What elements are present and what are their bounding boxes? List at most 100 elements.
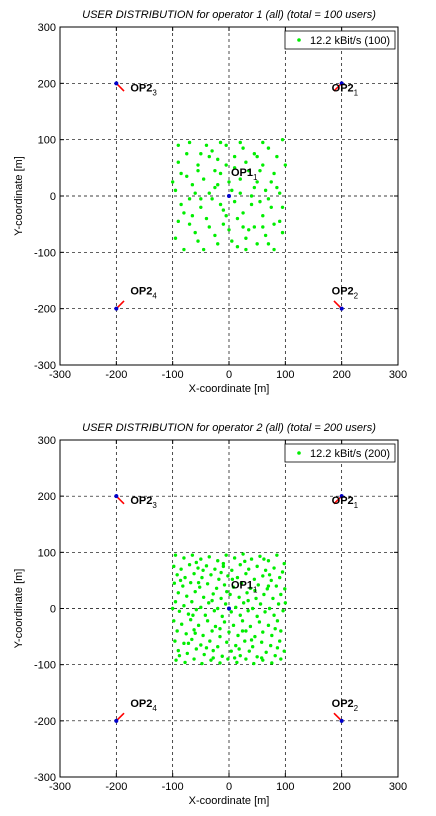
- legend: 12.2 kBit/s (200): [284, 443, 396, 463]
- user-point: [179, 171, 183, 176]
- user-point: [224, 143, 228, 147]
- base-station-marker: [114, 306, 119, 311]
- user-point: [247, 567, 251, 571]
- base-station-label: OP24: [130, 698, 157, 713]
- user-point: [238, 613, 242, 617]
- user-point: [266, 197, 271, 201]
- user-point: [173, 236, 178, 240]
- user-point: [258, 602, 263, 606]
- user-point: [175, 573, 179, 577]
- user-point: [252, 152, 257, 156]
- user-point: [258, 554, 262, 558]
- user-point: [273, 653, 277, 658]
- user-point: [256, 583, 260, 587]
- user-point: [275, 553, 279, 557]
- user-point: [173, 639, 177, 643]
- user-point: [213, 567, 217, 571]
- user-point: [173, 553, 178, 557]
- user-point: [224, 163, 228, 167]
- user-point: [219, 570, 223, 575]
- y-tick-label: 0: [50, 191, 56, 203]
- user-point: [177, 653, 182, 658]
- user-point: [244, 571, 248, 576]
- user-point: [255, 242, 259, 246]
- user-point: [200, 661, 204, 666]
- user-point: [216, 606, 220, 611]
- user-point: [212, 609, 217, 613]
- user-point: [221, 564, 226, 569]
- user-point: [270, 661, 274, 665]
- user-point: [207, 225, 211, 229]
- legend-box: [284, 30, 396, 50]
- user-point: [213, 185, 217, 190]
- user-point: [241, 601, 246, 605]
- user-point: [190, 600, 194, 604]
- user-point: [190, 214, 195, 218]
- user-point: [246, 609, 250, 613]
- base-station-op1-1: OP11: [227, 167, 258, 198]
- user-point: [216, 157, 220, 162]
- user-point: [220, 654, 224, 658]
- user-point: [275, 154, 279, 159]
- user-point: [218, 627, 222, 631]
- base-station-op2-4: OP24: [114, 286, 157, 311]
- user-point: [199, 643, 203, 647]
- user-point: [261, 214, 265, 218]
- user-point: [185, 174, 189, 178]
- user-point: [234, 643, 238, 648]
- x-tick-label: 100: [276, 781, 294, 793]
- user-point: [221, 208, 226, 212]
- y-tick-label: 200: [38, 78, 56, 90]
- x-tick-label: 0: [226, 369, 232, 381]
- user-point: [229, 649, 233, 653]
- x-tick-label: -300: [49, 369, 71, 381]
- user-point: [194, 647, 199, 651]
- user-point: [209, 658, 213, 662]
- user-point: [188, 580, 193, 585]
- user-point: [280, 570, 285, 574]
- y-tick-label: -100: [34, 247, 56, 259]
- user-point: [236, 633, 240, 638]
- user-point: [235, 575, 240, 580]
- user-point: [238, 177, 242, 181]
- user-point: [244, 160, 248, 164]
- legend-label: 12.2 kBit/s (100): [310, 35, 390, 47]
- user-point: [265, 587, 270, 591]
- user-point: [210, 197, 214, 201]
- y-tick-label: 300: [38, 22, 56, 34]
- user-point: [275, 646, 280, 650]
- user-point: [211, 592, 215, 596]
- user-point: [185, 651, 190, 656]
- user-point: [230, 239, 234, 243]
- user-point: [280, 137, 285, 142]
- user-point: [204, 216, 209, 221]
- user-point: [227, 630, 231, 634]
- user-point: [282, 561, 286, 566]
- legend-box: [284, 443, 396, 463]
- user-point: [221, 561, 226, 566]
- user-point: [193, 631, 197, 635]
- y-tick-label: 300: [38, 435, 56, 447]
- user-point: [199, 152, 203, 156]
- user-point: [217, 577, 221, 581]
- user-point: [196, 580, 201, 585]
- user-point: [252, 661, 256, 666]
- user-point: [192, 628, 196, 632]
- user-point: [218, 171, 223, 176]
- user-point: [199, 197, 203, 201]
- user-point: [266, 623, 271, 628]
- user-point: [271, 596, 275, 601]
- base-station-op2-3: OP23: [114, 81, 157, 97]
- user-point: [262, 592, 266, 597]
- user-point: [245, 591, 249, 595]
- user-point: [240, 619, 245, 623]
- user-point: [281, 609, 285, 613]
- user-point: [185, 152, 189, 156]
- base-station-label: OP21: [332, 495, 359, 510]
- base-station-label: OP23: [130, 82, 157, 97]
- user-point: [244, 236, 248, 240]
- user-point: [231, 585, 236, 589]
- user-point: [192, 657, 196, 661]
- x-tick-label: 300: [389, 369, 407, 381]
- user-point: [193, 191, 197, 195]
